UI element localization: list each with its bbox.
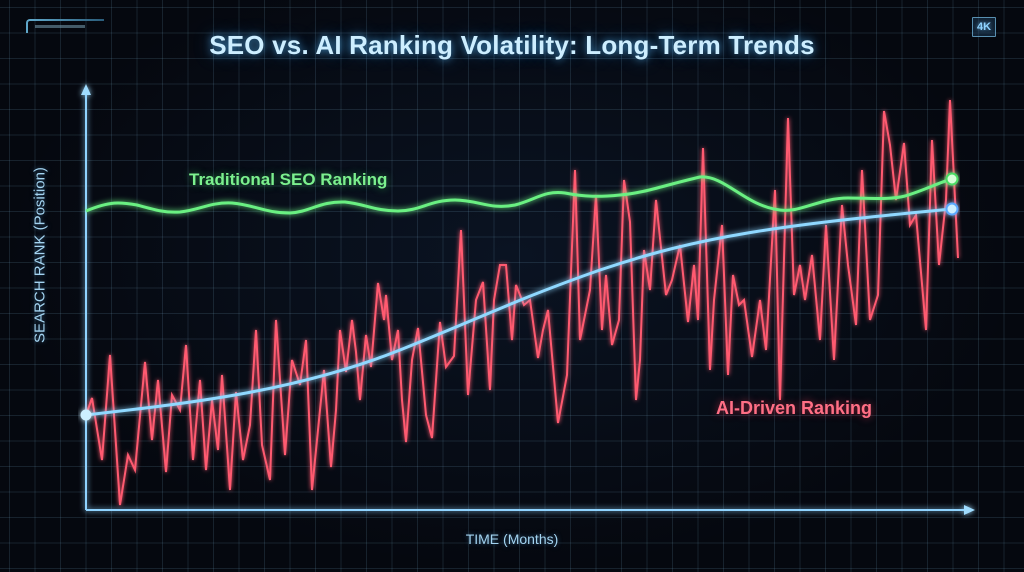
ai-trend-line (85, 207, 953, 417)
y-axis-arrow-icon (81, 84, 91, 95)
x-axis-arrow-icon (964, 505, 975, 515)
hud-bar (32, 19, 104, 21)
decorative-hud-bracket (26, 19, 104, 33)
seo-series-label: Traditional SEO Ranking (189, 170, 388, 189)
seo-end-marker (945, 172, 959, 186)
resolution-badge: 4K (972, 17, 996, 37)
hud-hook (26, 19, 34, 33)
chart-title: SEO vs. AI Ranking Volatility: Long-Term… (209, 30, 815, 60)
x-axis-label: TIME (Months) (465, 531, 559, 547)
ai-ranking-line (85, 99, 959, 506)
trend-start-marker (80, 409, 92, 421)
seo-ranking-line (85, 175, 953, 215)
trend-end-marker (945, 202, 959, 216)
hud-caption (35, 25, 85, 28)
axes (81, 84, 975, 515)
ai-series-label: AI-Driven Ranking (716, 398, 873, 418)
